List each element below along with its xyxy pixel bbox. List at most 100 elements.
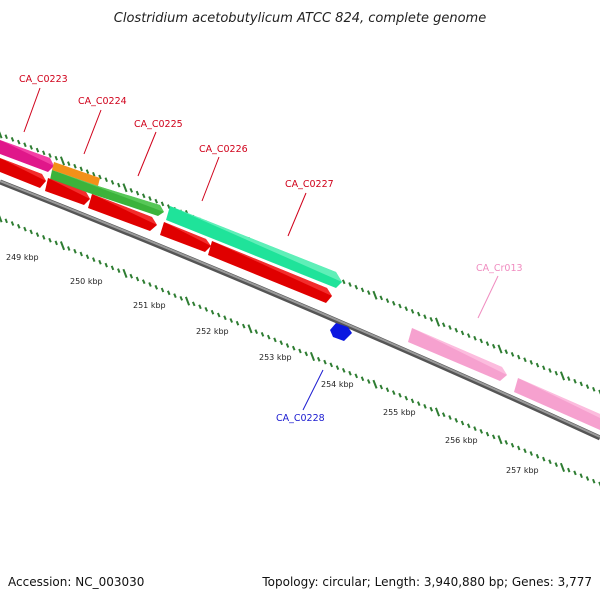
inner-tick-10 bbox=[59, 241, 66, 251]
outer-tick-68 bbox=[423, 314, 427, 320]
outer-tick-20 bbox=[122, 183, 128, 193]
feature-red-5[interactable] bbox=[208, 241, 332, 303]
inner-tick-18 bbox=[110, 265, 115, 271]
gene-label-ca-c0228[interactable]: CA_C0228 bbox=[276, 413, 325, 424]
tick-label-255: 255 kbp bbox=[383, 408, 416, 417]
outer-tick-95 bbox=[592, 386, 596, 392]
inner-tick-34 bbox=[210, 309, 215, 315]
gene-label-ca-cr013[interactable]: CA_Cr013 bbox=[476, 263, 523, 274]
outer-tick-57 bbox=[354, 284, 359, 290]
outer-tick-85 bbox=[529, 360, 533, 365]
outer-tick-96 bbox=[598, 389, 600, 395]
inner-tick-14 bbox=[85, 254, 90, 260]
gene-label-ca-c0225[interactable]: CA_C0225 bbox=[134, 119, 183, 130]
outer-tick-67 bbox=[416, 311, 421, 317]
gene-label-ca-c0227[interactable]: CA_C0227 bbox=[285, 179, 334, 190]
outer-tick-6 bbox=[35, 147, 40, 153]
inner-tick-13 bbox=[79, 251, 83, 257]
inner-tick-61 bbox=[379, 384, 384, 390]
inner-tick-67 bbox=[416, 401, 421, 406]
outer-tick-27 bbox=[166, 204, 171, 209]
tick-label-249: 249 kbp bbox=[6, 253, 39, 262]
outer-tick-77 bbox=[479, 338, 484, 344]
outer-tick-87 bbox=[542, 365, 546, 371]
inner-tick-62 bbox=[385, 387, 390, 393]
inner-tick-51 bbox=[316, 356, 321, 362]
feature-ca-c0227[interactable] bbox=[166, 206, 342, 288]
feature-red-1[interactable] bbox=[0, 158, 46, 188]
outer-tick-65 bbox=[404, 306, 409, 312]
feature-ca-cr013[interactable] bbox=[408, 328, 507, 381]
feature-red-4[interactable] bbox=[160, 222, 211, 252]
outer-tick-75 bbox=[466, 333, 471, 338]
outer-tick-0 bbox=[0, 131, 3, 139]
topology-summary: Topology: circular; Length: 3,940,880 bp… bbox=[261, 575, 592, 589]
inner-tick-84 bbox=[523, 448, 527, 454]
tick-label-250: 250 kbp bbox=[70, 277, 103, 286]
gene-label-ca-c0226[interactable]: CA_C0226 bbox=[199, 144, 248, 155]
inner-tick-82 bbox=[510, 442, 515, 448]
tick-label-257: 257 kbp bbox=[506, 466, 539, 475]
inner-tick-23 bbox=[141, 279, 146, 285]
tick-label-256: 256 kbp bbox=[445, 436, 478, 445]
inner-tick-37 bbox=[229, 318, 234, 323]
inner-tick-22 bbox=[135, 276, 140, 282]
outer-tick-76 bbox=[473, 335, 477, 341]
inner-tick-89 bbox=[554, 462, 558, 467]
feature-red-2[interactable] bbox=[45, 178, 90, 205]
outer-tick-13 bbox=[79, 166, 83, 172]
outer-tick-62 bbox=[385, 298, 390, 303]
outer-tick-60 bbox=[372, 290, 378, 300]
gene-label-ca-c0223[interactable]: CA_C0223 bbox=[19, 74, 68, 85]
outer-tick-55 bbox=[341, 279, 346, 285]
inner-tick-79 bbox=[491, 434, 496, 440]
inner-tick-85 bbox=[529, 451, 533, 456]
inner-tick-21 bbox=[129, 273, 134, 279]
inner-tick-42 bbox=[260, 332, 265, 337]
inner-tick-1 bbox=[4, 218, 8, 224]
inner-tick-68 bbox=[423, 404, 427, 409]
inner-tick-25 bbox=[154, 284, 159, 290]
inner-tick-75 bbox=[466, 423, 471, 429]
inner-tick-8 bbox=[48, 237, 52, 243]
feature-ca-c0225[interactable] bbox=[50, 170, 164, 216]
outer-tick-83 bbox=[517, 354, 521, 360]
outer-tick-4 bbox=[23, 142, 27, 148]
outer-tick-5 bbox=[29, 145, 33, 150]
inner-tick-65 bbox=[404, 395, 409, 401]
outer-tick-11 bbox=[67, 161, 71, 166]
inner-tick-2 bbox=[10, 221, 15, 226]
inner-tick-7 bbox=[42, 235, 46, 240]
feature-ca-c0228[interactable] bbox=[330, 323, 352, 341]
inner-tick-53 bbox=[329, 362, 334, 368]
inner-tick-71 bbox=[441, 412, 446, 418]
accession-text: Accession: NC_003030 bbox=[8, 575, 144, 589]
outer-tick-22 bbox=[135, 190, 140, 196]
inner-tick-74 bbox=[460, 420, 465, 426]
outer-tick-61 bbox=[379, 295, 384, 301]
gene-label-ca-c0224[interactable]: CA_C0224 bbox=[78, 96, 127, 107]
outer-tick-18 bbox=[110, 180, 115, 185]
inner-tick-27 bbox=[166, 290, 171, 296]
inner-tick-63 bbox=[391, 390, 396, 395]
feature-ca-c0224[interactable] bbox=[52, 162, 100, 186]
outer-tick-1 bbox=[4, 134, 8, 140]
outer-tick-58 bbox=[360, 287, 365, 293]
inner-tick-40 bbox=[247, 324, 253, 334]
inner-tick-28 bbox=[173, 293, 177, 298]
feature-pink-2[interactable] bbox=[514, 378, 600, 430]
callout-lines bbox=[23, 87, 499, 411]
outer-tick-71 bbox=[441, 322, 446, 328]
kbp-tick-labels: 249 kbp 250 kbp 251 kbp 252 kbp 253 kbp … bbox=[6, 253, 539, 475]
inner-tick-32 bbox=[198, 304, 202, 310]
inner-tick-35 bbox=[216, 312, 221, 318]
outer-tick-3 bbox=[16, 139, 21, 145]
feature-ca-c0226[interactable] bbox=[88, 194, 157, 231]
inner-tick-86 bbox=[535, 453, 540, 459]
outer-tick-15 bbox=[92, 171, 96, 177]
inner-tick-48 bbox=[298, 348, 302, 354]
inner-tick-16 bbox=[98, 259, 102, 265]
feature-ca-c0223[interactable] bbox=[0, 140, 54, 172]
inner-tick-50 bbox=[309, 351, 316, 362]
outer-tick-80 bbox=[497, 344, 503, 354]
